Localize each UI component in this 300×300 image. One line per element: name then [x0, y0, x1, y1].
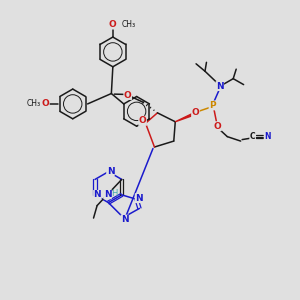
Text: N: N — [121, 215, 128, 224]
Text: CH₃: CH₃ — [26, 99, 40, 108]
Polygon shape — [175, 113, 194, 122]
Text: H: H — [111, 189, 117, 198]
Text: O: O — [139, 116, 146, 125]
Text: N: N — [107, 167, 114, 176]
Text: O: O — [124, 91, 132, 100]
Text: C: C — [250, 132, 255, 141]
Text: N: N — [216, 82, 224, 91]
Text: N: N — [135, 194, 143, 203]
Text: O: O — [214, 122, 221, 131]
Text: O: O — [192, 108, 199, 117]
Text: N: N — [264, 131, 271, 140]
Text: P: P — [209, 101, 216, 110]
Text: CH₃: CH₃ — [121, 20, 135, 29]
Text: O: O — [41, 99, 49, 108]
Text: N: N — [104, 190, 111, 199]
Text: O: O — [109, 20, 117, 29]
Text: N: N — [94, 190, 101, 200]
